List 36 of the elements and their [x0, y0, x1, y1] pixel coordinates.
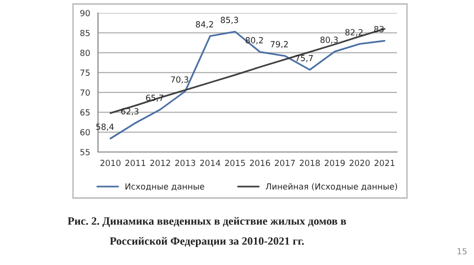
x-tick-label: 2020	[350, 160, 370, 166]
x-tick-label: 2016	[250, 160, 270, 166]
text: Рис. 2. Динамика введенных в действие жилых домов в	[68, 217, 346, 228]
x-tick-label: 2019	[324, 160, 345, 166]
data-label: 79,2	[270, 41, 288, 48]
data-label: 80,3	[320, 36, 338, 44]
y-tick-label: 65	[80, 109, 90, 116]
y-tick-label: 80	[80, 50, 90, 56]
data-label: 85,3	[220, 16, 238, 24]
x-tick-label: 2015	[225, 160, 245, 166]
y-tick-label: 55	[80, 149, 90, 156]
y-tick-label: 75	[80, 70, 90, 76]
x-tick-label: 2012	[150, 160, 170, 166]
x-tick-label: 2011	[125, 160, 146, 166]
y-tick-label: 60	[80, 129, 90, 136]
x-tick-label: 2017	[274, 160, 295, 166]
text: Российской Федерации за 2010-2021 гг.	[110, 237, 304, 248]
y-tick-label: 70	[80, 89, 90, 96]
legend-label: Линейная (Исходные данные)	[266, 183, 398, 191]
x-tick-label: 2013	[175, 160, 196, 166]
data-label: 75,7	[296, 55, 313, 62]
data-label: 80,2	[246, 37, 263, 44]
data-label: 62,3	[121, 108, 138, 116]
x-tick-label: 2018	[300, 160, 320, 166]
x-tick-label: 2010	[100, 160, 121, 166]
text: 15	[458, 248, 467, 254]
data-label: 82,2	[345, 29, 363, 36]
legend-label: Исходные данные	[126, 183, 204, 191]
x-tick-label: 2021	[374, 160, 394, 166]
data-label: 70,3	[171, 76, 188, 84]
x-tick-label: 2014	[200, 160, 220, 166]
data-label: 84,2	[196, 21, 214, 28]
line-series	[110, 28, 386, 114]
data-label: 58,4	[96, 124, 114, 131]
y-tick-label: 90	[80, 10, 90, 16]
y-tick-label: 85	[80, 30, 90, 36]
